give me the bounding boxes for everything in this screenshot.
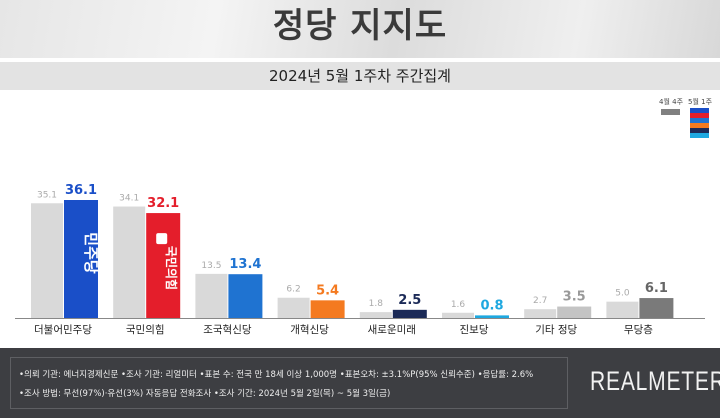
data-label-current: 3.5 xyxy=(563,290,586,305)
bar-current xyxy=(228,274,263,318)
legend-stack-segment xyxy=(690,113,709,118)
ppp-logo: 국민의힘 xyxy=(164,246,179,290)
data-label-prev: 34.1 xyxy=(119,194,139,204)
data-label-prev: 13.5 xyxy=(201,261,221,271)
bar-current xyxy=(310,300,345,318)
data-label-current: 2.5 xyxy=(398,293,421,308)
category-label: 진보당 xyxy=(460,324,489,336)
bar-prev xyxy=(606,301,639,318)
bar-prev xyxy=(277,297,310,318)
legend-curr-label: 5월 1주 xyxy=(688,98,713,106)
header: 정당 지지도 xyxy=(0,0,720,58)
footer: •의뢰 기관: 에너지경제신문 •조사 기관: 리얼미터 •표본 수: 전국 만… xyxy=(0,348,720,418)
data-label-current: 6.1 xyxy=(645,281,668,296)
legend-stack-segment xyxy=(690,123,709,128)
survey-info-line1: •의뢰 기관: 에너지경제신문 •조사 기관: 리얼미터 •표본 수: 전국 만… xyxy=(19,370,534,380)
bar-prev xyxy=(195,273,228,318)
legend-prev-label: 4월 4주 xyxy=(659,98,684,106)
dp-logo: 민주당 xyxy=(82,232,100,274)
legend: 4월 4주 5월 1주 xyxy=(655,97,715,142)
data-label-current: 36.1 xyxy=(65,183,97,198)
bar-prev xyxy=(359,312,392,318)
bar-prev xyxy=(524,309,557,318)
category-label: 개혁신당 xyxy=(290,324,329,336)
bar-current xyxy=(557,306,592,318)
category-label: 기타 정당 xyxy=(535,324,577,336)
bar-current xyxy=(146,213,181,318)
category-label: 더불어민주당 xyxy=(34,324,92,336)
bar-current xyxy=(475,315,509,318)
category-label: 조국혁신당 xyxy=(203,324,252,336)
bar-prev xyxy=(113,206,146,318)
bar-current xyxy=(639,298,674,318)
data-label-prev: 2.7 xyxy=(533,296,547,306)
legend-stack-segment xyxy=(690,128,709,133)
data-label-prev: 6.2 xyxy=(286,285,300,295)
bar-prev xyxy=(31,203,63,318)
subtitle: 2024년 5월 1주차 주간집계 xyxy=(0,62,720,90)
bar-prev xyxy=(442,312,474,318)
legend-prev-swatch xyxy=(661,109,680,115)
bar-current xyxy=(392,309,427,318)
legend-stack-segment xyxy=(690,133,709,138)
data-label-current: 0.8 xyxy=(480,298,503,313)
category-label: 국민의힘 xyxy=(126,324,165,336)
data-label-prev: 35.1 xyxy=(37,190,57,200)
data-label-current: 13.4 xyxy=(229,257,261,272)
page-title: 정당 지지도 xyxy=(272,6,448,46)
survey-info-line2: •조사 방법: 무선(97%)·유선(3%) 자동응답 전화조사 •조사 기간:… xyxy=(19,389,391,399)
bar-current xyxy=(64,200,98,318)
survey-info: •의뢰 기관: 에너지경제신문 •조사 기관: 리얼미터 •표본 수: 전국 만… xyxy=(10,357,568,409)
data-label-current: 5.4 xyxy=(316,283,339,298)
category-label: 무당층 xyxy=(624,324,653,336)
legend-stack-segment xyxy=(690,108,709,113)
category-label: 새로운미래 xyxy=(368,324,416,336)
realmeter-logo: REALMETER xyxy=(590,366,720,396)
data-label-prev: 5.0 xyxy=(615,289,630,299)
ppp-logo-mark xyxy=(156,233,168,245)
legend-curr-swatch xyxy=(690,108,709,138)
data-label-current: 32.1 xyxy=(147,196,179,211)
data-label-prev: 1.8 xyxy=(369,299,384,309)
data-label-prev: 1.6 xyxy=(451,300,466,310)
legend-stack-segment xyxy=(690,118,709,123)
